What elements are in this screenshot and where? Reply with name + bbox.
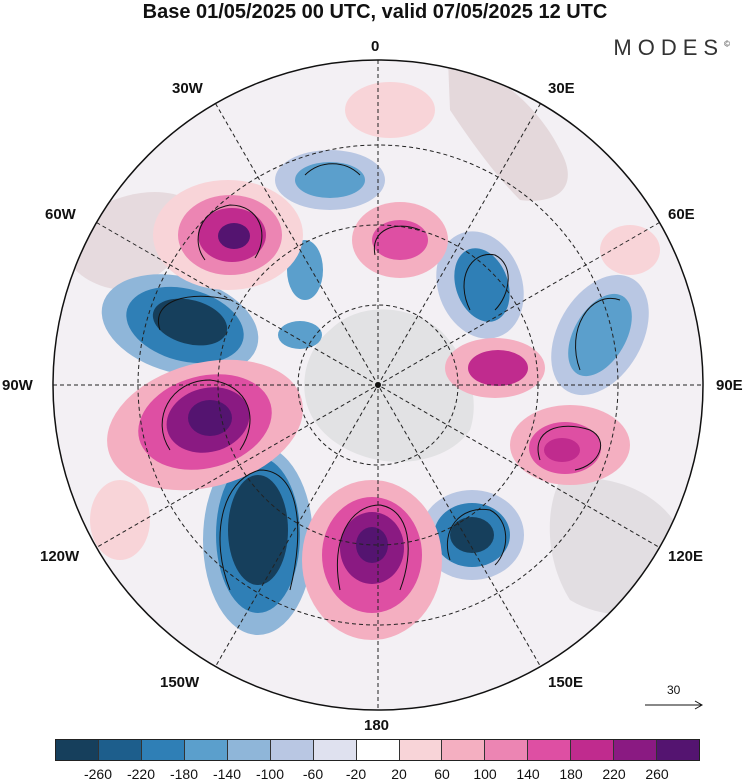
lon-label-90e: 90E (716, 377, 743, 394)
anomaly-low-6 (275, 150, 385, 210)
lon-label-120w: 120W (40, 548, 80, 565)
colorbar (55, 739, 700, 761)
colorbar-ticks: -260 -220 -180 -140 -100 -60 -20 20 60 100 140 180 2… (0, 766, 750, 782)
vector-scale-label: 30 (667, 683, 681, 697)
lon-label-150w: 150W (160, 674, 200, 691)
anomaly-high-9 (600, 225, 660, 275)
polar-anomaly-map (52, 59, 704, 711)
colorbar-swatch (399, 740, 443, 760)
colorbar-swatch (313, 740, 357, 760)
colorbar-tick-label: -260 (83, 766, 113, 782)
anomaly-low-2 (203, 445, 313, 635)
anomaly-low-3 (420, 490, 524, 580)
colorbar-tick-label: -60 (302, 766, 324, 782)
colorbar-tick-label: -140 (212, 766, 242, 782)
vector-scale-arrow (645, 700, 704, 710)
anomaly-high-8 (90, 480, 150, 560)
colorbar-swatch (141, 740, 185, 760)
colorbar-swatch (56, 740, 99, 760)
colorbar-swatch (270, 740, 314, 760)
colorbar-swatch (356, 740, 400, 760)
colorbar-swatch (227, 740, 271, 760)
lon-label-120e: 120E (668, 548, 704, 565)
graticule (53, 60, 703, 710)
wind-vectors (157, 163, 621, 591)
land-antarctica (304, 309, 474, 462)
anomaly-high-3 (302, 480, 442, 640)
colorbar-swatch (98, 740, 142, 760)
colorbar-swatch (528, 740, 572, 760)
anomaly-high-7 (345, 82, 435, 138)
lon-label-180: 180 (364, 717, 390, 734)
lon-label-150e: 150E (548, 674, 584, 691)
colorbar-swatch (442, 740, 486, 760)
colorbar-swatch (571, 740, 615, 760)
colorbar-swatch (184, 740, 228, 760)
colorbar-tick-label: -100 (255, 766, 285, 782)
colorbar-tick-label: 20 (391, 766, 407, 782)
brand-logo: MODES© (613, 35, 730, 60)
south-pole-marker (375, 382, 381, 388)
colorbar-swatch (485, 740, 529, 760)
lon-label-30e: 30E (548, 80, 575, 97)
lon-label-30w: 30W (172, 80, 203, 97)
anomaly-high-5 (445, 338, 545, 398)
colorbar-tick-label: 100 (473, 766, 497, 782)
colorbar-tick-label: 220 (602, 766, 626, 782)
colorbar-tick-label: -220 (126, 766, 156, 782)
colorbar-tick-label: -180 (169, 766, 199, 782)
lon-label-60w: 60W (45, 206, 76, 223)
lon-label-90w: 90W (2, 377, 33, 394)
colorbar-swatch (657, 740, 700, 760)
colorbar-tick-label: 180 (559, 766, 583, 782)
colorbar-tick-label: 140 (516, 766, 540, 782)
anomaly-low-4 (436, 231, 524, 339)
lon-label-0: 0 (371, 38, 380, 55)
colorbar-tick-label: -20 (345, 766, 367, 782)
lon-label-60e: 60E (668, 206, 695, 223)
anomaly-high-1 (153, 180, 303, 290)
anomaly-high-4 (352, 202, 448, 278)
map-boundary (52, 59, 704, 711)
colorbar-tick-label: 60 (434, 766, 450, 782)
anomaly-low-1 (101, 274, 259, 376)
colorbar-swatch (614, 740, 658, 760)
colorbar-tick-label: 260 (645, 766, 669, 782)
anomaly-high-6 (510, 405, 630, 485)
map-title: Base 01/05/2025 00 UTC, valid 07/05/2025… (142, 1, 608, 23)
land-africa (448, 60, 568, 201)
